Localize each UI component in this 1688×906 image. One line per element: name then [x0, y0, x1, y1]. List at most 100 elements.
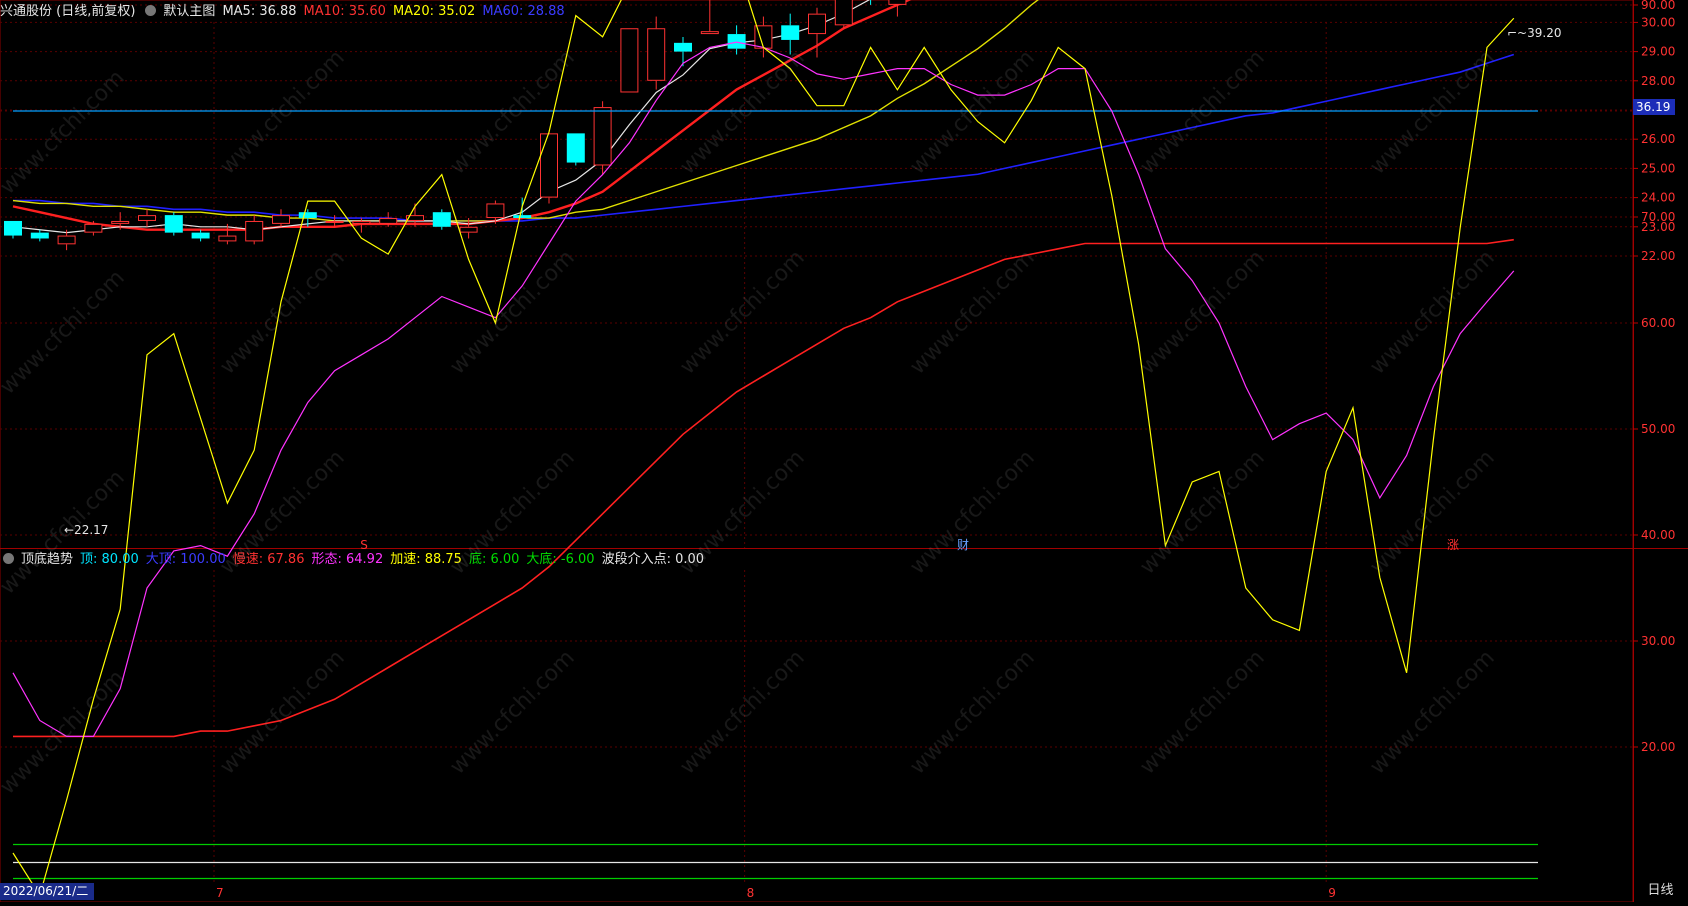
candle-body — [219, 236, 236, 241]
ma60-label: MA60: 28.88 — [482, 4, 564, 19]
candle-body — [31, 233, 49, 239]
candle-body — [487, 204, 504, 218]
candle-body — [58, 236, 75, 244]
month-label: 8 — [747, 886, 755, 900]
candle — [433, 209, 451, 229]
candle-body — [541, 134, 558, 197]
candle-body — [781, 25, 799, 40]
price-tick-label: 30.00 — [1641, 15, 1675, 29]
candle-body — [380, 219, 397, 224]
price-tick-label: 28.00 — [1641, 74, 1675, 88]
candle-body — [326, 221, 343, 222]
candle-body — [85, 224, 102, 232]
candle-body — [889, 0, 906, 4]
candle-body — [246, 221, 263, 240]
event-marker-finance: 财 — [957, 538, 969, 552]
candle-body — [139, 216, 156, 221]
ma20-label: MA20: 35.02 — [393, 4, 475, 19]
candle — [648, 17, 665, 90]
price-tick-label: 24.00 — [1641, 191, 1675, 205]
slow-label: 慢速: 67.86 — [233, 552, 305, 567]
candle-body — [273, 216, 290, 224]
stock-title[interactable]: 兴通股份 (日线,前复权) — [0, 4, 135, 19]
accel-label: 加速: 88.75 — [390, 552, 462, 567]
candle — [165, 212, 183, 235]
candle — [781, 14, 799, 55]
indicator-tick-label: 70.00 — [1641, 210, 1675, 224]
big-top-label: 大顶: 100.00 — [146, 552, 226, 567]
indicator-tick-label: 40.00 — [1641, 528, 1675, 542]
candle-body — [728, 34, 746, 49]
candle-body — [835, 0, 852, 25]
shape-label: 形态: 64.92 — [311, 552, 383, 567]
ma5-label: MA5: 36.88 — [222, 4, 296, 19]
candle-body — [192, 233, 210, 239]
price-tick-label: 22.00 — [1641, 249, 1675, 263]
candle-body — [112, 221, 129, 223]
big-bottom-label: 大底: -6.00 — [526, 552, 594, 567]
candle — [541, 130, 558, 203]
candle-body — [809, 14, 826, 33]
candle — [4, 221, 22, 239]
period-button[interactable]: 日线 — [1633, 880, 1688, 902]
candle-body — [674, 43, 692, 52]
indicator-tick-label: 60.00 — [1641, 316, 1675, 330]
main-chart-header: 兴通股份 (日线,前复权) 默认主图 MA5: 36.88 MA10: 35.60 MA… — [0, 1, 572, 23]
event-marker-rise: 涨 — [1447, 537, 1459, 552]
candle-body — [567, 133, 585, 162]
indicator-tick-label: 90.00 — [1641, 0, 1675, 12]
candle — [567, 133, 585, 165]
candle — [139, 209, 156, 227]
candle-body — [460, 227, 477, 232]
indicator-series-line — [13, 0, 1514, 895]
indicator-series-line — [13, 240, 1514, 737]
month-label: 9 — [1328, 886, 1336, 900]
indicator-tick-label: 20.00 — [1641, 740, 1675, 754]
main-indicator-label[interactable]: 默认主图 — [163, 4, 215, 19]
candle-body — [648, 29, 665, 81]
month-label: 7 — [216, 886, 224, 900]
candle — [835, 0, 852, 28]
candle-body — [299, 212, 317, 218]
candle — [755, 17, 772, 58]
candle — [31, 230, 49, 242]
candle — [728, 25, 746, 54]
bottom-label: 底: 6.00 — [469, 552, 519, 567]
ma60-line — [13, 55, 1514, 221]
low-price-annotation: ←22.17 — [64, 523, 108, 537]
candle-body — [594, 108, 611, 165]
current-price-badge: 36.19 — [1633, 99, 1675, 115]
candle — [273, 209, 290, 227]
sub-indicator-name[interactable]: 顶底趋势 — [21, 552, 73, 567]
candle — [621, 28, 638, 92]
sub-chart-header: 顶底趋势顶: 80.00 大顶: 100.00 慢速: 67.86 形态: 64.92… — [0, 549, 711, 571]
candle — [594, 101, 611, 174]
candle — [192, 230, 210, 242]
top-level-label: 顶: 80.00 — [80, 552, 139, 567]
candle-body — [353, 221, 370, 223]
collapse-circle-icon[interactable] — [3, 553, 14, 564]
candle — [58, 230, 75, 250]
indicator-tick-label: 30.00 — [1641, 634, 1675, 648]
candle-body — [701, 32, 718, 34]
candle — [246, 215, 263, 244]
candle — [674, 37, 692, 66]
ma10-label: MA10: 35.60 — [304, 4, 386, 19]
date-cursor-label: 2022/06/21/二 — [0, 883, 94, 900]
settings-circle-icon[interactable] — [145, 5, 156, 16]
wave-entry-label: 波段介入点: 0.00 — [602, 552, 704, 567]
candle-body — [4, 221, 22, 236]
candle-body — [513, 215, 531, 218]
candle-body — [433, 212, 451, 227]
chart-frame — [0, 0, 1633, 902]
price-tick-label: 26.00 — [1641, 132, 1675, 146]
candle-body — [621, 29, 638, 92]
indicator-series-line — [13, 42, 1514, 736]
candle-body — [165, 215, 183, 233]
high-price-annotation: ⌐~39.20 — [1507, 26, 1561, 40]
indicator-tick-label: 50.00 — [1641, 422, 1675, 436]
price-tick-label: 29.00 — [1641, 45, 1675, 59]
price-tick-label: 25.00 — [1641, 161, 1675, 175]
